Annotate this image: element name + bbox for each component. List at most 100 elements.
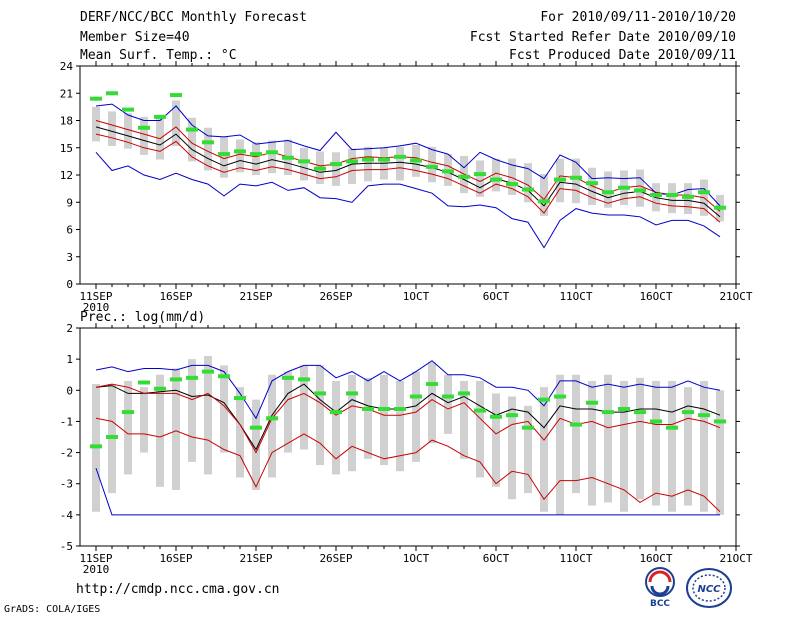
obs-marker [410,394,422,399]
obs-marker [346,391,358,396]
spread-bar [124,113,132,149]
obs-marker [394,406,406,411]
spread-bar [124,380,132,475]
series-line-mean [95,383,721,451]
obs-marker [442,394,454,399]
x-tick-year-label: 2010 [83,301,110,314]
x-tick-label: 16OCT [639,552,672,565]
y-tick-label: -5 [60,540,73,553]
spread-bar [284,371,292,453]
obs-marker [362,157,374,162]
obs-marker [634,410,646,415]
spread-bar [92,106,100,142]
spread-bar [684,387,692,506]
obs-marker [298,159,310,164]
fcst-start-date: Fcst Started Refer Date 2010/09/10 [469,30,736,45]
obs-marker [474,172,486,177]
forecast-period: For 2010/09/11-2010/10/20 [540,10,736,25]
spread-bar [236,139,244,173]
obs-marker [154,114,166,119]
spread-bar [140,116,148,156]
obs-marker [634,188,646,193]
x-tick-label: 1OCT [403,290,430,303]
obs-marker [330,162,342,167]
obs-marker [618,185,630,190]
x-tick-label: 11OCT [559,552,592,565]
spread-bar [556,374,564,515]
obs-marker [458,391,470,396]
obs-marker [490,414,502,419]
obs-marker [186,127,198,132]
spread-bar [460,380,468,459]
obs-marker [202,369,214,374]
spread-bar [172,368,180,490]
fcst-produced-date: Fcst Produced Date 2010/09/11 [509,48,736,63]
plot-frame [79,327,737,547]
spread-bar [604,374,612,503]
x-tick-label: 11SEP [79,552,112,565]
spread-bar [572,374,580,494]
obs-marker [90,96,102,101]
obs-marker [650,419,662,424]
temp-subtitle: Mean Surf. Temp.: °C [80,48,237,63]
obs-marker [218,374,230,379]
spread-bar [188,117,196,162]
y-tick-label: -4 [60,509,74,522]
spread-bar [700,380,708,512]
series-line-upper [95,383,721,454]
y-tick-label: 18 [60,115,73,128]
spread-bar [412,371,420,462]
x-tick-label: 16SEP [159,290,192,303]
y-tick-label: -3 [60,478,73,491]
spread-bar [572,158,580,204]
obs-marker [202,140,214,145]
series-line-lower [95,417,721,513]
y-tick-label: 12 [60,169,73,182]
spread-bar [268,374,276,478]
spread-bar [476,160,484,197]
obs-marker [426,382,438,387]
spread-bar [508,396,516,500]
spread-bar [652,380,660,506]
obs-marker [362,406,374,411]
series-line-min [95,151,721,249]
x-tick-label: 16SEP [159,552,192,565]
spread-bar [492,158,500,192]
spread-bar [620,380,628,512]
obs-marker [346,159,358,164]
spread-bar [428,146,436,183]
spread-bar [252,142,260,175]
spread-bar [476,380,484,478]
series-line-lower [95,133,721,223]
obs-marker [410,158,422,163]
x-tick-label: 21SEP [239,290,272,303]
spread-bar [316,365,324,466]
obs-marker [314,166,326,171]
obs-marker [154,386,166,391]
spread-bar [540,387,548,512]
spread-bar [300,147,308,181]
x-tick-label: 21OCT [719,290,752,303]
obs-marker [282,155,294,160]
y-tick-label: 24 [60,60,74,73]
obs-marker [650,192,662,197]
y-tick-label: 15 [60,142,73,155]
obs-marker [378,157,390,162]
obs-marker [122,410,134,415]
spread-bar [508,158,516,195]
obs-marker [234,149,246,154]
obs-marker [314,391,326,396]
spread-bar [540,174,548,216]
url-text[interactable]: http://cmdp.ncc.cma.gov.cn [76,582,280,597]
obs-marker [378,406,390,411]
obs-marker [506,413,518,418]
spread-bar [636,377,644,500]
spread-bar [332,380,340,475]
spread-bar [524,405,532,494]
spread-bar [364,377,372,459]
obs-marker [682,410,694,415]
x-tick-label: 21OCT [719,552,752,565]
y-tick-label: -2 [60,447,73,460]
